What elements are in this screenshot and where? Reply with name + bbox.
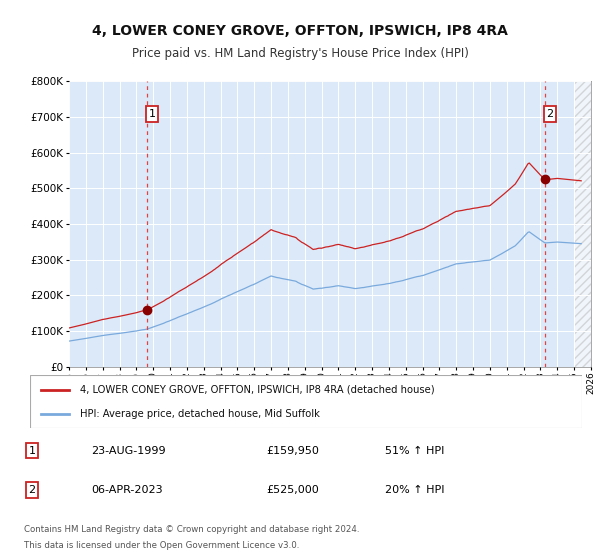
Text: 06-APR-2023: 06-APR-2023: [91, 485, 163, 495]
Text: 1: 1: [29, 446, 35, 456]
Text: Price paid vs. HM Land Registry's House Price Index (HPI): Price paid vs. HM Land Registry's House …: [131, 46, 469, 60]
Text: 4, LOWER CONEY GROVE, OFFTON, IPSWICH, IP8 4RA: 4, LOWER CONEY GROVE, OFFTON, IPSWICH, I…: [92, 24, 508, 38]
Text: This data is licensed under the Open Government Licence v3.0.: This data is licensed under the Open Gov…: [24, 542, 299, 550]
Bar: [574, 81, 599, 367]
FancyBboxPatch shape: [30, 375, 582, 428]
Text: £525,000: £525,000: [266, 485, 319, 495]
Text: 23-AUG-1999: 23-AUG-1999: [91, 446, 166, 456]
Text: 2: 2: [547, 109, 553, 119]
Text: 51% ↑ HPI: 51% ↑ HPI: [385, 446, 444, 456]
Text: 20% ↑ HPI: 20% ↑ HPI: [385, 485, 444, 495]
Text: 2: 2: [29, 485, 35, 495]
Text: 1: 1: [149, 109, 155, 119]
Text: 4, LOWER CONEY GROVE, OFFTON, IPSWICH, IP8 4RA (detached house): 4, LOWER CONEY GROVE, OFFTON, IPSWICH, I…: [80, 385, 434, 395]
Text: HPI: Average price, detached house, Mid Suffolk: HPI: Average price, detached house, Mid …: [80, 409, 320, 419]
Text: Contains HM Land Registry data © Crown copyright and database right 2024.: Contains HM Land Registry data © Crown c…: [24, 525, 359, 534]
Text: £159,950: £159,950: [266, 446, 319, 456]
